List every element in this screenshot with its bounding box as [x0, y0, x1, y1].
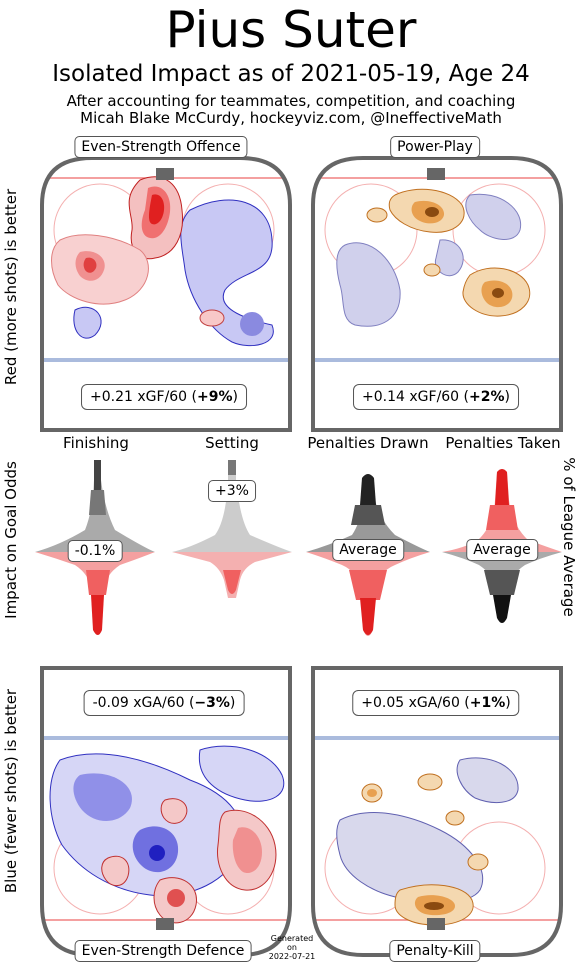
ev-defence-label: Even-Strength Defence	[74, 940, 252, 962]
violin-pen-taken	[442, 469, 562, 623]
page-title: Pius Suter	[165, 1, 417, 59]
violin-setting	[172, 460, 292, 598]
violin-value-finishing: -0.1%	[67, 540, 123, 562]
violin-label-setting: Setting	[205, 434, 259, 452]
methodology-note: After accounting for teammates, competit…	[66, 92, 516, 110]
violin-value-setting: +3%	[208, 480, 256, 502]
penalty-kill-stat: +0.05 xGA/60 (+1%)	[352, 690, 520, 716]
ev-defence-stat: -0.09 xGA/60 (−3%)	[83, 690, 245, 716]
page-subtitle: Isolated Impact as of 2021-05-19, Age 24	[52, 61, 530, 87]
ev-defence-rink	[42, 736, 290, 924]
violins-svg	[35, 460, 562, 636]
violin-label-finishing: Finishing	[63, 434, 129, 452]
penalty-kill-rink	[313, 736, 561, 926]
violin-value-pen-drawn: Average	[332, 539, 404, 561]
violin-label-pen-taken: Penalties Taken	[445, 434, 561, 452]
ev-offence-stat: +0.21 xGF/60 (+9%)	[81, 384, 247, 410]
ev-offence-label: Even-Strength Offence	[74, 136, 248, 158]
penalty-kill-label: Penalty-Kill	[389, 940, 481, 962]
author-credit: Micah Blake McCurdy, hockeyviz.com, @Ine…	[80, 109, 502, 127]
violin-label-pen-drawn: Penalties Drawn	[307, 434, 429, 452]
ev-offence-rink	[42, 176, 290, 362]
violin-value-pen-taken: Average	[466, 539, 538, 561]
violin-finishing	[35, 460, 155, 635]
generated-note: Generated on 2022-07-21	[268, 934, 316, 961]
power-play-stat: +0.14 xGF/60 (+2%)	[353, 384, 519, 410]
violin-pen-drawn	[306, 474, 430, 636]
power-play-rink	[313, 177, 561, 362]
power-play-label: Power-Play	[390, 136, 480, 158]
